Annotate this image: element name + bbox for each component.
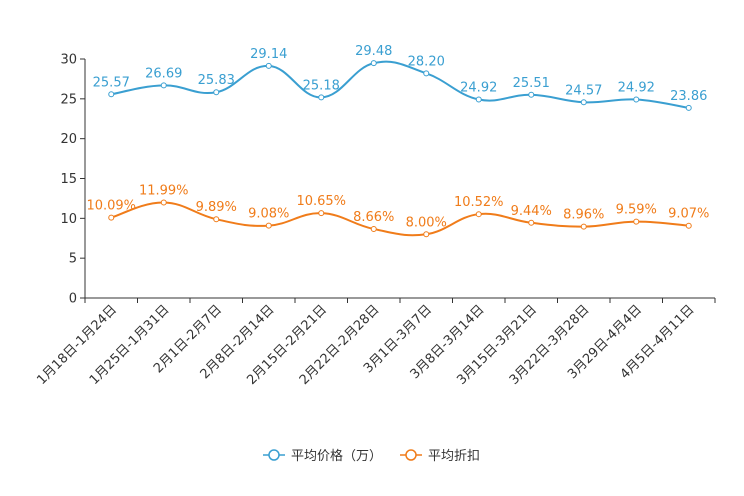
data-label: 10.52% (454, 195, 504, 210)
data-point (528, 219, 535, 226)
data-label: 9.08% (248, 207, 289, 222)
y-tick-label: 25 (60, 92, 77, 107)
series-2: 10.09%11.99% 9.89% 9.08% 10.65% 8.66% 8.00% 10… (86, 183, 709, 238)
series-layer: 25.57 26.69 25.83 29.14 25.18 29.48 28.20 24.92… (86, 44, 709, 238)
data-point (528, 91, 535, 98)
data-label: 11.99% (139, 183, 189, 198)
data-label: 29.48 (355, 44, 392, 59)
series-1: 25.57 26.69 25.83 29.14 25.18 29.48 28.20 24.92… (93, 44, 707, 111)
y-tick-label: 20 (60, 132, 77, 147)
data-label: 9.44% (511, 204, 552, 219)
data-label: 25.83 (198, 73, 235, 88)
legend-marker (405, 449, 417, 461)
data-label: 25.57 (93, 75, 130, 90)
data-point (685, 104, 692, 111)
data-point (475, 211, 482, 218)
legend-label: 平均折扣 (428, 449, 480, 464)
data-point (685, 222, 692, 229)
data-label: 9.07% (668, 207, 709, 222)
data-label: 24.92 (618, 80, 655, 95)
legend[interactable]: 平均价格（万） 平均折扣 (263, 448, 480, 464)
legend-label: 平均价格（万） (291, 448, 382, 464)
data-label: 26.69 (145, 66, 182, 81)
data-label: 28.20 (408, 54, 445, 69)
legend-item-2[interactable]: 平均折扣 (400, 449, 480, 464)
data-label: 8.96% (563, 208, 604, 223)
data-point (633, 218, 640, 225)
data-point (475, 96, 482, 103)
data-label: 8.00% (406, 215, 447, 230)
data-point (213, 89, 220, 96)
data-point (108, 91, 115, 98)
x-axis: 1月18日-1月24日1月25日-1月31日2月1日-2月7日2月8日-2月14… (34, 297, 716, 388)
data-point (265, 62, 272, 69)
data-point (423, 231, 430, 238)
y-tick-label: 5 (69, 252, 77, 267)
data-point (580, 223, 587, 230)
data-point (160, 82, 167, 89)
y-tick-label: 10 (60, 212, 77, 227)
data-label: 25.18 (303, 78, 340, 93)
data-point (633, 96, 640, 103)
y-axis: 0 5 10 15 20 25 30 (60, 53, 86, 307)
data-point (213, 216, 220, 223)
data-label: 24.57 (565, 83, 602, 98)
legend-item-1[interactable]: 平均价格（万） (263, 448, 382, 464)
data-label: 9.89% (196, 200, 237, 215)
data-label: 10.65% (296, 194, 346, 209)
legend-marker (268, 449, 280, 461)
data-point (108, 214, 115, 221)
data-point (265, 222, 272, 229)
y-tick-label: 0 (69, 292, 77, 307)
data-label: 9.59% (616, 203, 657, 218)
data-point (370, 60, 377, 67)
data-label: 23.86 (670, 89, 707, 104)
y-tick-label: 15 (60, 172, 77, 187)
y-tick-label: 30 (60, 53, 77, 68)
series-line (110, 201, 689, 237)
data-label: 24.92 (460, 80, 497, 95)
data-label: 29.14 (250, 47, 287, 62)
data-point (318, 94, 325, 101)
data-point (580, 99, 587, 106)
data-label: 10.09% (86, 199, 136, 214)
data-point (160, 199, 167, 206)
data-point (370, 226, 377, 233)
data-label: 8.66% (353, 210, 394, 225)
data-point (423, 70, 430, 77)
data-point (318, 210, 325, 217)
data-label: 25.51 (513, 76, 550, 91)
